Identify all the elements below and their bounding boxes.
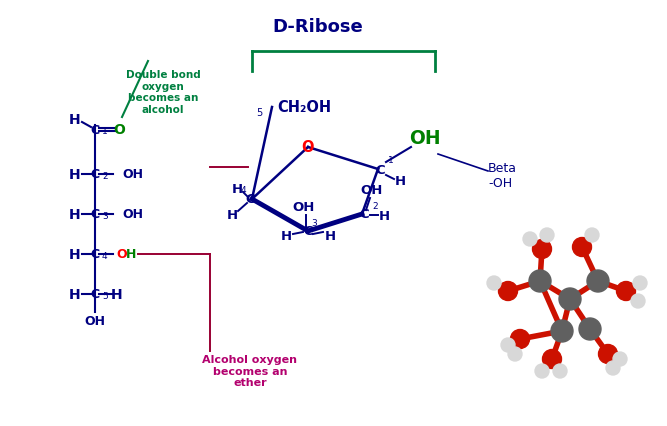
Text: H: H: [69, 167, 81, 181]
Text: 5: 5: [102, 291, 108, 300]
Text: H: H: [69, 113, 81, 127]
Circle shape: [606, 361, 620, 375]
Text: OH: OH: [122, 208, 143, 221]
Text: H: H: [111, 287, 123, 301]
Text: C: C: [91, 123, 99, 136]
Text: 1: 1: [102, 127, 108, 136]
Text: C: C: [91, 288, 99, 301]
Text: 5: 5: [255, 108, 262, 118]
Text: H: H: [378, 210, 390, 223]
Text: D-Ribose: D-Ribose: [273, 18, 364, 36]
Circle shape: [487, 276, 501, 290]
Text: C: C: [360, 208, 369, 221]
Text: 3: 3: [311, 219, 317, 227]
Text: C: C: [91, 168, 99, 181]
Circle shape: [542, 350, 562, 368]
Circle shape: [508, 347, 522, 361]
Text: O: O: [116, 248, 127, 261]
Text: O: O: [113, 123, 125, 137]
Text: Double bond
oxygen
becomes an
alcohol: Double bond oxygen becomes an alcohol: [125, 70, 200, 115]
Circle shape: [551, 320, 573, 342]
Circle shape: [598, 345, 618, 364]
Circle shape: [540, 228, 554, 242]
Text: H: H: [69, 287, 81, 301]
Text: 2: 2: [372, 201, 378, 210]
Text: CH₂OH: CH₂OH: [277, 100, 331, 115]
Text: OH: OH: [361, 184, 383, 197]
Text: Beta
-OH: Beta -OH: [488, 161, 517, 190]
Circle shape: [631, 294, 645, 308]
Circle shape: [501, 338, 515, 352]
Circle shape: [587, 271, 609, 292]
Text: Alcohol oxygen
becomes an
ether: Alcohol oxygen becomes an ether: [203, 354, 297, 387]
Text: OH: OH: [122, 168, 143, 181]
Circle shape: [633, 276, 647, 290]
Circle shape: [585, 228, 599, 242]
Circle shape: [535, 364, 549, 378]
Text: H: H: [69, 248, 81, 262]
Circle shape: [616, 282, 636, 301]
Text: C: C: [91, 208, 99, 221]
Circle shape: [559, 288, 581, 310]
Text: OH: OH: [85, 315, 105, 328]
Text: H: H: [324, 230, 336, 243]
Text: H: H: [280, 230, 291, 243]
Circle shape: [613, 352, 627, 366]
Circle shape: [572, 238, 592, 257]
Text: 1: 1: [388, 155, 394, 164]
Circle shape: [532, 240, 552, 259]
Text: H: H: [226, 209, 237, 222]
Circle shape: [523, 233, 537, 246]
Text: C: C: [91, 248, 99, 261]
Text: O: O: [301, 140, 314, 155]
Circle shape: [579, 318, 601, 340]
Text: H: H: [69, 207, 81, 222]
Text: C: C: [303, 225, 313, 238]
Text: OH: OH: [293, 201, 315, 214]
Text: C: C: [245, 193, 255, 206]
Circle shape: [529, 271, 551, 292]
Text: 3: 3: [102, 211, 108, 221]
Text: H: H: [231, 183, 243, 196]
Circle shape: [498, 282, 518, 301]
Circle shape: [553, 364, 567, 378]
Circle shape: [510, 330, 530, 349]
Text: 2: 2: [102, 172, 107, 181]
Text: H: H: [126, 248, 136, 261]
Text: H: H: [394, 175, 406, 188]
Text: C: C: [375, 163, 385, 176]
Text: OH: OH: [409, 128, 441, 147]
Text: 4: 4: [102, 251, 107, 260]
Text: 4: 4: [240, 186, 246, 195]
